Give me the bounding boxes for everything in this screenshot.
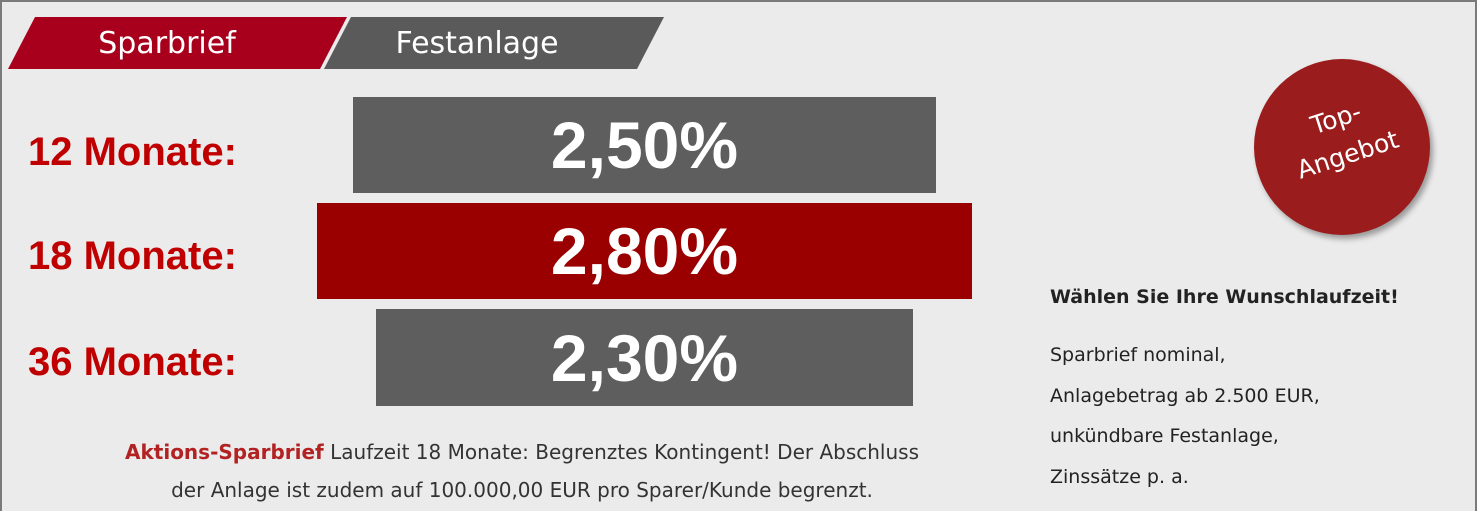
tab-shapes [8, 17, 664, 69]
note-line: der Anlage ist zudem auf 100.000,00 EUR … [171, 478, 873, 502]
badge-text: Top- Angebot [1247, 74, 1438, 201]
side-line: Sparbrief nominal, [1050, 344, 1226, 366]
note-highlight: Aktions-Sparbrief [125, 440, 324, 464]
side-line: unkündbare Festanlage, [1050, 425, 1279, 447]
tab-shape [324, 17, 664, 69]
rate-label: 12 Monate: [28, 130, 237, 174]
side-line: Zinssätze p. a. [1050, 466, 1189, 488]
rate-label: 36 Monate: [28, 340, 237, 384]
tab-festanlage[interactable]: Festanlage [395, 26, 559, 61]
note-text: Laufzeit 18 Monate: Begrenztes Kontingen… [323, 440, 919, 464]
tab-sparbrief[interactable]: Sparbrief [98, 26, 236, 61]
rate-label: 18 Monate: [28, 234, 237, 278]
side-line: Anlagebetrag ab 2.500 EUR, [1050, 385, 1320, 407]
rate-value: 2,30% [376, 309, 913, 406]
rate-value: 2,50% [353, 97, 936, 193]
note-line: Aktions-Sparbrief Laufzeit 18 Monate: Be… [22, 440, 1022, 464]
rate-value: 2,80% [317, 203, 972, 299]
tab-shape-active [8, 17, 347, 69]
side-heading: Wählen Sie Ihre Wunschlaufzeit! [1050, 286, 1399, 308]
badge: Top- Angebot [1254, 59, 1430, 235]
